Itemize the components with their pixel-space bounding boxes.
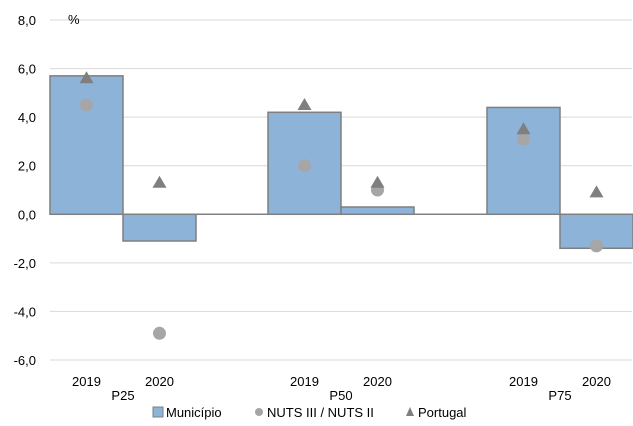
y-tick-label: 8,0 [18,13,36,28]
x-category-label: 2019 [72,374,101,389]
legend-label: Portugal [418,405,467,420]
bar [122,213,197,242]
legend-swatch-triangle [406,407,414,416]
y-tick-label: -4,0 [14,304,36,319]
y-tick-label: 2,0 [18,159,36,174]
x-category-label: 2020 [582,374,611,389]
y-axis: 8,0 6,0 4,0 2,0 0,0 -2,0 -4,0 -6,0 [14,13,36,368]
circle-marker [298,159,311,173]
bar [340,206,415,216]
circle-marker [153,326,166,340]
x-category-label: 2019 [290,374,319,389]
y-tick-label: 4,0 [18,110,36,125]
bar [49,75,124,216]
marker-series [79,71,604,340]
legend: Município NUTS III / NUTS II Portugal [152,405,467,420]
circle-marker [80,98,93,112]
triangle-marker [79,71,94,84]
triangle-marker [589,185,604,198]
legend-swatch-bar [152,406,164,418]
legend-swatch-circle [255,408,263,416]
y-tick-label: -2,0 [14,256,36,271]
triangle-marker [152,175,167,188]
x-group-label: P50 [329,388,352,403]
x-category-label: 2020 [145,374,174,389]
circle-marker [590,239,603,253]
triangle-marker [370,175,385,188]
triangle-marker [297,98,312,110]
x-category-label: 2020 [363,374,392,389]
bar-series [49,75,633,250]
y-tick-label: -6,0 [14,353,36,368]
circle-marker [517,132,530,146]
y-unit-label: % [68,12,80,27]
legend-label: NUTS III / NUTS II [267,405,374,420]
legend-label: Município [166,405,222,420]
x-category-label: 2019 [509,374,538,389]
x-group-label: P75 [548,388,571,403]
y-tick-label: 0,0 [18,207,36,222]
triangle-marker [516,122,531,135]
y-tick-label: 6,0 [18,62,36,77]
x-axis: 2019 2020 2019 2020 2019 2020 P25 P50 P75 [72,374,611,403]
x-group-label: P25 [111,388,134,403]
